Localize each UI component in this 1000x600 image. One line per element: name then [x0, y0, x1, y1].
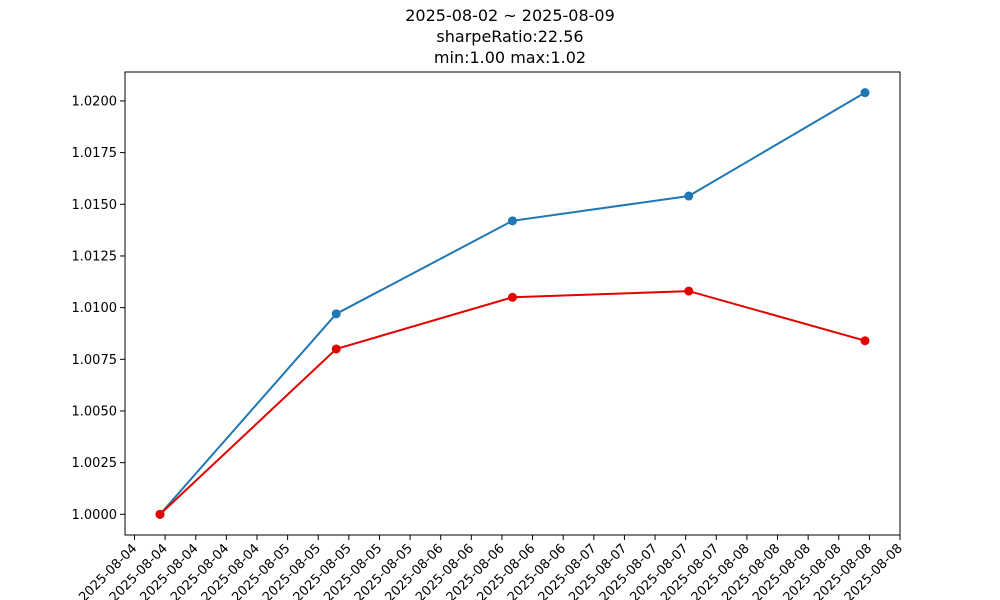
- data-point-s1-4: [860, 336, 870, 346]
- data-point-s0-3: [684, 191, 694, 201]
- chart-title-line-2: sharpeRatio:22.56: [436, 27, 584, 46]
- plot-frame: [124, 71, 901, 536]
- y-tick-label: 1.0200: [72, 94, 118, 109]
- y-tick-label: 1.0000: [72, 508, 118, 523]
- y-tick-label: 1.0050: [72, 404, 118, 419]
- data-point-s1-1: [331, 344, 341, 354]
- chart-title-line-1: 2025-08-02 ~ 2025-08-09: [405, 6, 615, 25]
- data-point-s0-4: [860, 88, 870, 98]
- data-point-s1-3: [684, 286, 694, 296]
- y-tick-label: 1.0150: [72, 198, 118, 213]
- chart-title-line-3: min:1.00 max:1.02: [433, 48, 587, 67]
- data-point-s0-1: [331, 309, 341, 319]
- data-point-s0-2: [508, 216, 517, 226]
- series-line-1: [159, 290, 866, 516]
- y-tick-label: 1.0175: [72, 146, 118, 161]
- y-tick-label: 1.0075: [72, 353, 118, 368]
- y-tick-label: 1.0125: [72, 249, 118, 264]
- y-tick-label: 1.0025: [72, 456, 118, 471]
- series-line-0: [159, 91, 866, 515]
- data-point-s1-2: [508, 292, 517, 302]
- y-tick-label: 1.0100: [72, 301, 118, 316]
- data-point-s1-0: [155, 509, 165, 519]
